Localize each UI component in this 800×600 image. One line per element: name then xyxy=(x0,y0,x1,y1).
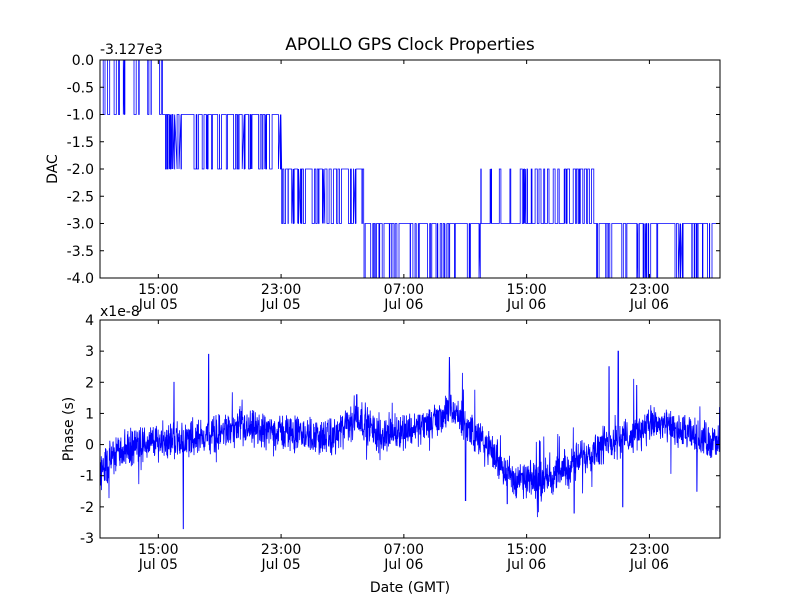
x-tick-time-label: 15:00 xyxy=(506,542,546,558)
dac-y-axis-label: DAC xyxy=(45,154,61,184)
x-tick-date-label: Jul 06 xyxy=(383,557,423,573)
y-tick-label: 2 xyxy=(85,375,94,391)
x-tick-time-label: 07:00 xyxy=(384,282,424,298)
phase-y-ticks: 4 3 2 1 0 -1 -2 -3 xyxy=(80,313,720,547)
phase-series-line xyxy=(99,350,721,530)
x-tick-time-label: 07:00 xyxy=(384,542,424,558)
y-tick-label: -3 xyxy=(80,531,94,547)
phase-series-group xyxy=(99,350,721,530)
y-tick-label: 3 xyxy=(85,344,94,360)
dac-series-group xyxy=(100,59,720,279)
y-tick-label: -2.5 xyxy=(67,189,94,205)
phase-y-axis-label: Phase (s) xyxy=(61,397,77,461)
y-tick-label: -4.0 xyxy=(67,271,94,287)
x-tick-time-label: 23:00 xyxy=(261,542,301,558)
dac-series-line xyxy=(100,59,720,279)
y-tick-label: -2.0 xyxy=(67,162,94,178)
x-tick-date-label: Jul 05 xyxy=(261,557,301,573)
dac-offset-label: -3.127e3 xyxy=(100,42,163,58)
y-tick-label: -2 xyxy=(80,500,94,516)
x-tick-time-label: 15:00 xyxy=(138,542,178,558)
y-tick-label: -1 xyxy=(80,469,94,485)
y-tick-label: -1.0 xyxy=(67,108,94,124)
x-tick-time-label: 23:00 xyxy=(261,282,301,298)
x-tick-date-label: Jul 06 xyxy=(629,297,669,313)
x-tick-date-label: Jul 06 xyxy=(383,297,423,313)
x-tick-time-label: 23:00 xyxy=(629,282,669,298)
x-tick-date-label: Jul 05 xyxy=(138,557,178,573)
x-tick-date-label: Jul 05 xyxy=(261,297,301,313)
x-tick-date-label: Jul 05 xyxy=(138,297,178,313)
y-tick-label: -1.5 xyxy=(67,135,94,151)
phase-axes-frame xyxy=(99,319,721,539)
y-tick-label: -3.0 xyxy=(67,217,94,233)
x-tick-time-label: 15:00 xyxy=(506,282,546,298)
y-tick-label: -3.5 xyxy=(67,244,94,260)
y-tick-label: 4 xyxy=(85,313,94,329)
x-tick-time-label: 23:00 xyxy=(629,542,669,558)
x-tick-date-label: Jul 06 xyxy=(629,557,669,573)
dac-panel: 0.0 -0.5 -1.0 -1.5 -2.0 -2.5 -3.0 -3.5 -4.0 15:0… xyxy=(45,42,721,313)
y-tick-label: -0.5 xyxy=(67,80,94,96)
chart-title: APOLLO GPS Clock Properties xyxy=(285,35,535,55)
dac-y-ticks: 0.0 -0.5 -1.0 -1.5 -2.0 -2.5 -3.0 -3.5 -4.0 xyxy=(67,53,720,287)
x-axis-label: Date (GMT) xyxy=(370,580,450,596)
y-tick-label: 0 xyxy=(85,438,94,454)
y-tick-label: 1 xyxy=(85,406,94,422)
x-tick-date-label: Jul 06 xyxy=(506,557,546,573)
y-tick-label: 0.0 xyxy=(72,53,94,69)
phase-offset-label: x1e-8 xyxy=(100,304,140,320)
x-tick-date-label: Jul 06 xyxy=(506,297,546,313)
x-tick-time-label: 15:00 xyxy=(138,282,178,298)
